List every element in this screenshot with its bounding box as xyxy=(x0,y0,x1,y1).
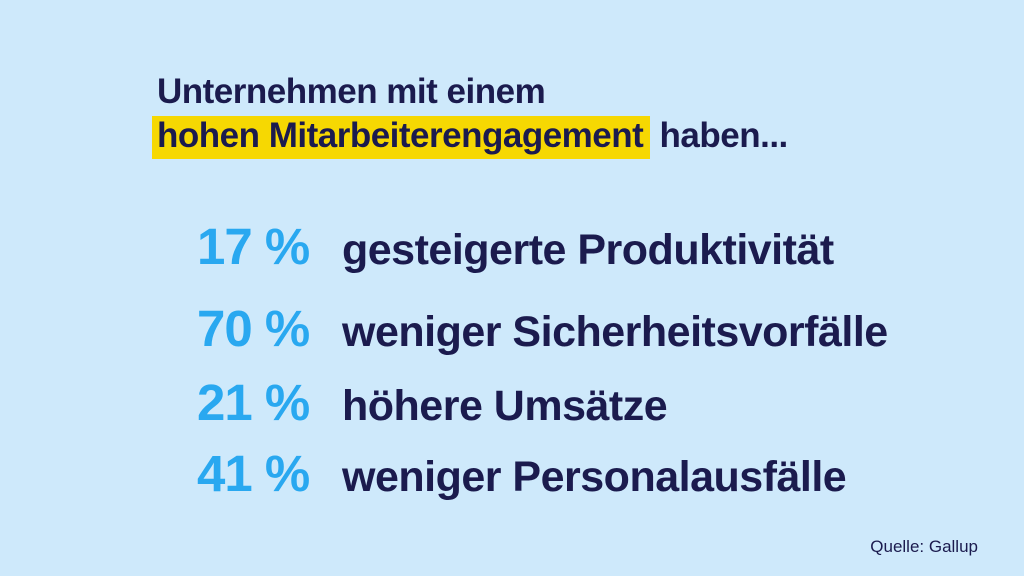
stat-label: höhere Umsätze xyxy=(342,382,668,430)
page-title: Unternehmen mit einem hohen Mitarbeitere… xyxy=(152,70,789,159)
stat-row: 17 % gesteigerte Produktivität xyxy=(197,221,834,272)
source-credit: Quelle: Gallup xyxy=(870,537,978,556)
stat-value: 17 % xyxy=(197,218,310,275)
stat-row: 21 % höhere Umsätze xyxy=(197,374,668,431)
stat-row: 41 % weniger Personalausfälle xyxy=(197,445,847,502)
stat-label: weniger Personalausfälle xyxy=(342,453,847,501)
title-line-1: Unternehmen mit einem xyxy=(157,72,546,111)
stat-value: 41 % xyxy=(197,445,310,502)
stat-value: 21 % xyxy=(197,374,310,431)
stat-row: 70 % weniger Sicherheitsvorfälle xyxy=(197,303,888,354)
stat-label: gesteigerte Produktivität xyxy=(342,226,834,274)
title-suffix: haben... xyxy=(659,116,789,155)
title-highlight: hohen Mitarbeiterengagement xyxy=(152,116,651,159)
stat-label: weniger Sicherheitsvorfälle xyxy=(342,308,888,356)
stat-value: 70 % xyxy=(197,300,310,357)
title-line-2: hohen Mitarbeiterengagement haben... xyxy=(152,114,789,159)
